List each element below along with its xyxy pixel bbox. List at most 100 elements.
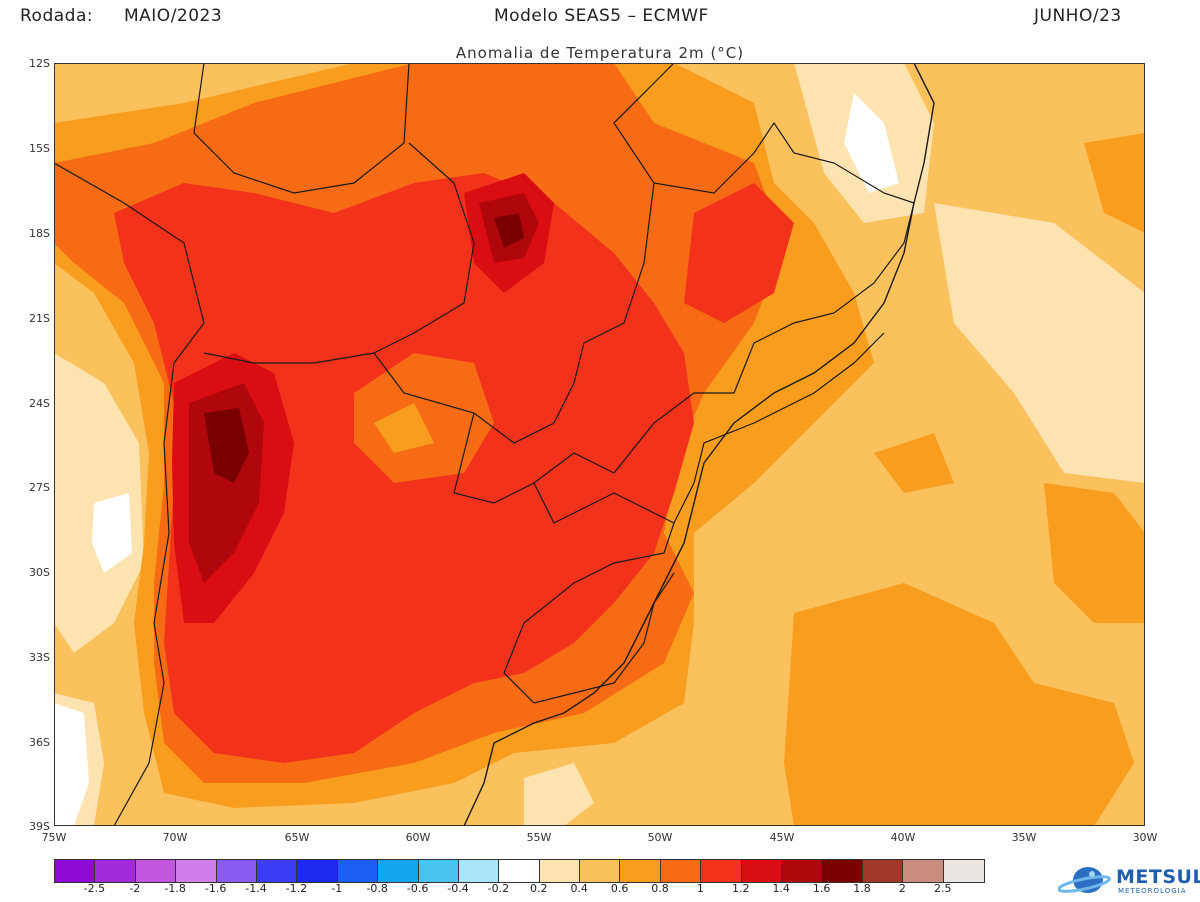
border-chile-argentina <box>53 162 205 827</box>
logo-sub: METEOROLOGIA <box>1118 887 1187 895</box>
target-month: JUNHO/23 <box>1034 6 1122 26</box>
colorbar-swatch <box>620 860 661 882</box>
colorbar-label: 1.8 <box>853 882 871 895</box>
colorbar-label: 1.6 <box>812 882 831 895</box>
lon-label: 45W <box>769 831 795 844</box>
border-argentina-brazil <box>503 482 675 674</box>
rodada-value: MAIO/2023 <box>124 6 223 26</box>
logo-name: METSUL <box>1116 866 1200 888</box>
lat-label: 33S <box>29 651 50 664</box>
map-frame <box>54 63 1145 826</box>
colorbar-label: 1 <box>696 882 704 895</box>
colorbar-swatch <box>135 860 177 882</box>
lon-label: 50W <box>647 831 673 844</box>
lat-label: 27S <box>29 481 50 494</box>
colorbar-label: -2.5 <box>83 882 106 895</box>
lat-label: 12S <box>29 57 50 70</box>
colorbar-label: -1.2 <box>285 882 308 895</box>
lon-label: 75W <box>41 831 67 844</box>
lon-label: 30W <box>1132 831 1158 844</box>
colorbar-swatch <box>55 860 96 882</box>
border-bolivia <box>203 142 475 364</box>
colorbar <box>54 859 985 883</box>
colorbar-swatch <box>660 860 702 882</box>
field-02-west <box>92 493 132 573</box>
colorbar-swatch <box>741 860 783 882</box>
colorbar-swatch <box>418 860 459 882</box>
field-08-mid <box>874 433 954 493</box>
metsul-logo: METSUL METEOROLOGIA <box>1057 864 1200 896</box>
colorbar-swatch <box>539 860 581 882</box>
lat-label: 24S <box>29 397 50 410</box>
anomaly-map-svg <box>53 62 1145 827</box>
lon-label: 55W <box>526 831 552 844</box>
colorbar-label: -0.8 <box>366 882 388 895</box>
lon-label: 40W <box>890 831 916 844</box>
colorbar-label: 1.2 <box>732 882 750 895</box>
lon-label: 60W <box>405 831 431 844</box>
border-peru-bolivia <box>193 62 410 194</box>
colorbar-label: 0.8 <box>651 882 669 895</box>
colorbar-swatch <box>903 860 944 882</box>
colorbar-swatch <box>499 860 540 882</box>
colorbar-swatch <box>458 860 500 882</box>
colorbar-label: -1.8 <box>164 882 186 895</box>
colorbar-label: -1.6 <box>204 882 227 895</box>
globe-icon <box>1057 867 1111 893</box>
lat-label: 21S <box>29 312 50 325</box>
rodada-label: Rodada: <box>20 6 94 26</box>
field-10-hole <box>354 353 494 483</box>
colorbar-label: 2 <box>898 882 906 895</box>
colorbar-swatch <box>822 860 863 882</box>
field-18-north <box>494 213 524 248</box>
colorbar-label: 0.2 <box>530 882 548 895</box>
border-brazil-states-north <box>653 121 915 204</box>
colorbar-swatch <box>580 860 621 882</box>
colorbar-swatch <box>297 860 338 882</box>
colorbar-swatch <box>378 860 419 882</box>
field-08-south <box>784 583 1134 826</box>
field-04-south <box>524 763 594 826</box>
field-08-ne <box>1084 133 1145 233</box>
colorbar-swatch <box>176 860 217 882</box>
colorbar-swatch <box>95 860 136 882</box>
colorbar-label: 0.4 <box>570 882 588 895</box>
lat-label: 30S <box>29 566 50 579</box>
lat-label: 15S <box>29 142 50 155</box>
field-02-sw <box>54 703 89 826</box>
colorbar-swatch <box>862 860 904 882</box>
colorbar-label: -1 <box>331 882 343 895</box>
colorbar-swatch <box>943 860 984 882</box>
field-08-hole <box>374 403 434 453</box>
colorbar-swatch <box>337 860 379 882</box>
colorbar-label: 0.6 <box>610 882 629 895</box>
lat-label: 18S <box>29 227 50 240</box>
lat-label: 36S <box>29 736 50 749</box>
colorbar-label: -0.4 <box>447 882 469 895</box>
field-18-west <box>204 408 249 483</box>
anomaly-map <box>53 62 1145 827</box>
model-title: Modelo SEAS5 – ECMWF <box>494 6 709 26</box>
colorbar-swatch <box>782 860 823 882</box>
colorbar-label: -0.2 <box>487 882 510 895</box>
field-08-east <box>1044 483 1145 623</box>
colorbar-swatch <box>701 860 742 882</box>
lon-label: 35W <box>1011 831 1037 844</box>
border-paraguay-argentina <box>453 412 615 504</box>
coastline <box>463 62 935 827</box>
map-subtitle: Anomalia de Temperatura 2m (°C) <box>455 44 745 62</box>
lat-label: 39S <box>29 820 50 833</box>
colorbar-label: -2 <box>129 882 141 895</box>
colorbar-label: 1.4 <box>772 882 790 895</box>
lon-label: 65W <box>284 831 310 844</box>
colorbar-swatch <box>216 860 257 882</box>
field-12-ne <box>684 183 794 323</box>
field-04-east <box>934 203 1145 483</box>
border-brazil-states-south <box>613 202 915 474</box>
lon-label: 70W <box>162 831 188 844</box>
field-02-north <box>844 93 899 193</box>
colorbar-label: 2.5 <box>934 882 952 895</box>
colorbar-label: -0.6 <box>406 882 429 895</box>
border-brazil-states-mid <box>673 332 885 524</box>
colorbar-swatch <box>256 860 298 882</box>
